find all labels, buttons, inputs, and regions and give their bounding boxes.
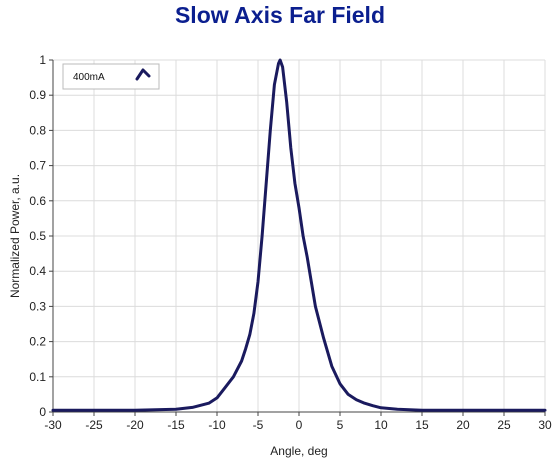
y-tick-label: 0.4 xyxy=(29,264,46,278)
x-axis-label: Angle, deg xyxy=(270,444,327,458)
x-tick-label: -20 xyxy=(126,418,144,432)
y-ticks: 0 0.1 0.2 0.3 0.4 0.5 0.6 0.7 0.8 0.9 1 xyxy=(29,53,53,419)
y-tick-label: 0.3 xyxy=(29,299,46,313)
y-tick-label: 0.1 xyxy=(29,370,46,384)
y-tick-label: 0.6 xyxy=(29,194,46,208)
series-line xyxy=(51,58,547,412)
legend[interactable]: 400mA xyxy=(62,63,160,90)
series-layer xyxy=(51,58,547,412)
y-tick-label: 1 xyxy=(39,53,46,67)
x-tick-label: 5 xyxy=(337,418,344,432)
legend-box xyxy=(62,63,160,90)
x-tick-label: 10 xyxy=(374,418,388,432)
x-tick-label: -10 xyxy=(208,418,226,432)
x-tick-label: -30 xyxy=(44,418,62,432)
y-tick-label: 0.5 xyxy=(29,229,46,243)
y-tick-label: 0.8 xyxy=(29,123,46,137)
x-tick-label: -15 xyxy=(167,418,185,432)
y-tick-label: 0.2 xyxy=(29,335,46,349)
x-tick-label: -5 xyxy=(253,418,264,432)
x-ticks: -30 -25 -20 -15 -10 -5 0 5 10 15 20 25 30 xyxy=(44,412,552,432)
grid xyxy=(52,59,546,413)
y-tick-label: 0.7 xyxy=(29,159,46,173)
x-tick-label: 20 xyxy=(456,418,470,432)
x-tick-label: 15 xyxy=(415,418,429,432)
legend-label: 400mA xyxy=(73,72,105,83)
legend-swatch xyxy=(135,68,151,81)
x-tick-label: 0 xyxy=(296,418,303,432)
y-axis-label: Normalized Power, a.u. xyxy=(8,174,22,298)
chart-title: Slow Axis Far Field xyxy=(174,2,386,28)
y-tick-label: 0 xyxy=(39,405,46,419)
x-tick-label: 25 xyxy=(497,418,511,432)
x-tick-label: -25 xyxy=(85,418,103,432)
x-tick-label: 30 xyxy=(538,418,552,432)
y-tick-label: 0.9 xyxy=(29,88,46,102)
